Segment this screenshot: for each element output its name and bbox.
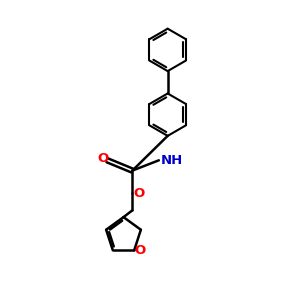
Text: O: O	[97, 152, 109, 165]
Text: O: O	[133, 187, 144, 200]
Text: NH: NH	[161, 154, 183, 167]
Text: O: O	[134, 244, 145, 257]
